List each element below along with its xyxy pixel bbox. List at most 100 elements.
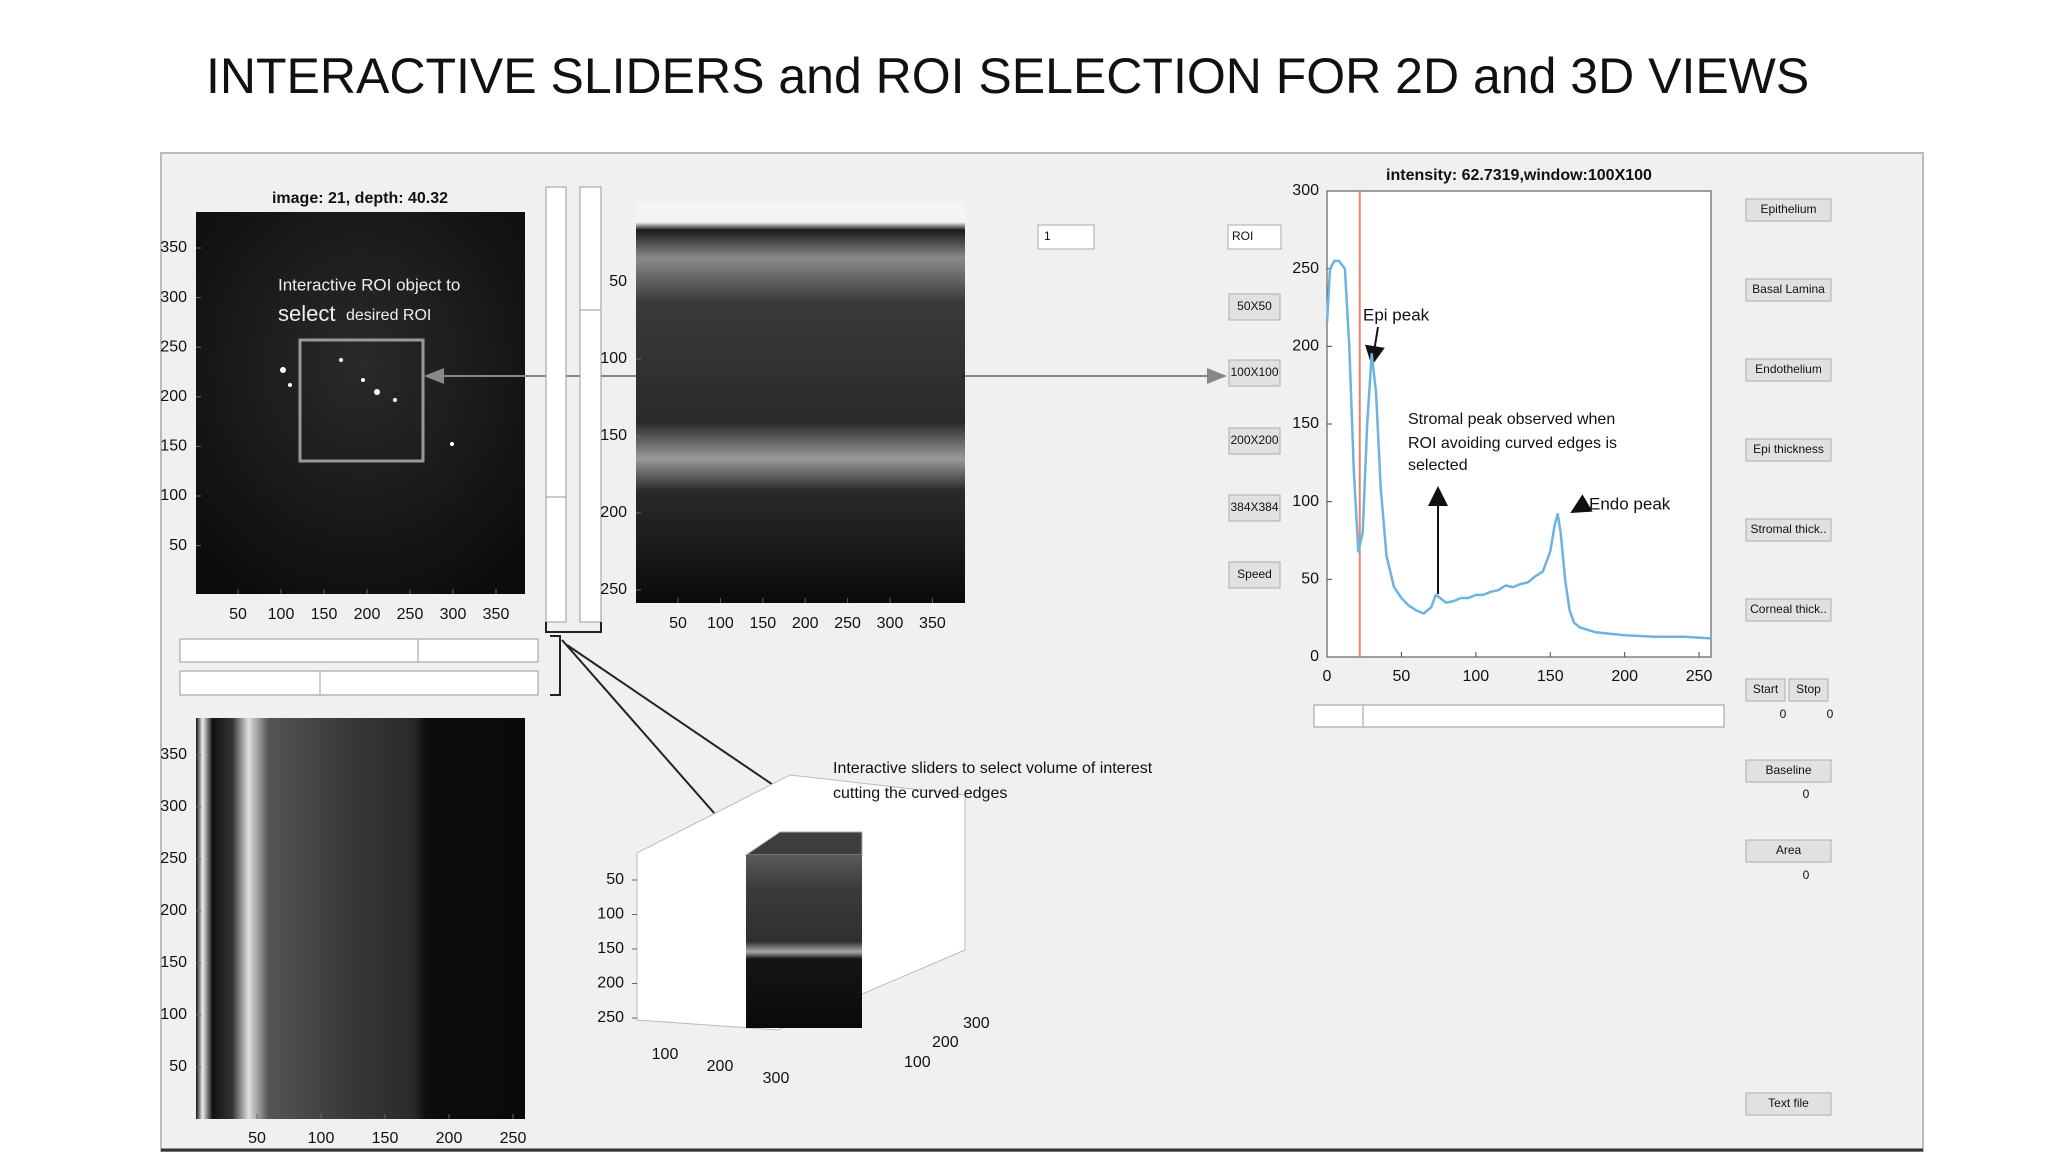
button[interactable] bbox=[1745, 358, 1832, 382]
x-tick-label: 100 bbox=[652, 1046, 679, 1063]
button[interactable] bbox=[1228, 293, 1281, 321]
y-tick-label: 50 bbox=[609, 273, 627, 290]
x-tick-label: 300 bbox=[877, 615, 904, 632]
button[interactable] bbox=[1745, 198, 1832, 222]
annotation: Epi peak bbox=[1363, 305, 1430, 324]
vertical-slider[interactable] bbox=[545, 186, 567, 623]
y-tick-label: 250 bbox=[1292, 260, 1319, 277]
x-tick-label: 50 bbox=[248, 1130, 266, 1147]
annotation: selected bbox=[1408, 457, 1468, 474]
button[interactable] bbox=[1228, 427, 1281, 455]
roi-label: Interactive ROI object to bbox=[278, 275, 460, 294]
button[interactable] bbox=[1228, 359, 1281, 387]
plot-title: intensity: 62.7319,window:100X100 bbox=[1386, 167, 1652, 184]
button-label: Endothelium bbox=[1755, 362, 1822, 376]
y-tick-label: 50 bbox=[169, 537, 187, 554]
button[interactable] bbox=[1745, 278, 1832, 302]
button-label: Baseline bbox=[1765, 763, 1811, 777]
annotation: Endo peak bbox=[1589, 494, 1671, 513]
button[interactable] bbox=[1745, 518, 1832, 542]
y-tick-label: 250 bbox=[600, 581, 627, 598]
button[interactable] bbox=[1745, 678, 1786, 702]
x-tick-label: 200 bbox=[707, 1058, 734, 1075]
y-tick-label: 100 bbox=[904, 1054, 931, 1071]
y-tick-label: 200 bbox=[597, 975, 624, 992]
y-tick-label: 300 bbox=[963, 1015, 990, 1032]
button[interactable] bbox=[1228, 494, 1281, 522]
bracket bbox=[550, 635, 561, 696]
annotation: Stromal peak observed when bbox=[1408, 411, 1615, 428]
slice-view[interactable] bbox=[636, 202, 965, 603]
y-tick-label: 150 bbox=[600, 427, 627, 444]
button-label: 384X384 bbox=[1230, 500, 1278, 514]
x-tick-label: 350 bbox=[919, 615, 946, 632]
output-value: 0 bbox=[1803, 868, 1810, 882]
dropdown[interactable] bbox=[1227, 224, 1282, 250]
button[interactable] bbox=[1745, 598, 1832, 622]
image-view[interactable] bbox=[196, 212, 525, 594]
y-tick-label: 300 bbox=[1292, 182, 1319, 199]
x-tick-label: 150 bbox=[372, 1130, 399, 1147]
x-tick-label: 250 bbox=[834, 615, 861, 632]
cube-front bbox=[746, 855, 862, 1028]
button[interactable] bbox=[1745, 438, 1832, 462]
x-tick-label: 250 bbox=[397, 606, 424, 623]
button[interactable] bbox=[1745, 839, 1832, 863]
button-label: Basal Lamina bbox=[1752, 282, 1825, 296]
button-label: Text file bbox=[1768, 1096, 1809, 1110]
x-tick-label: 300 bbox=[763, 1070, 790, 1087]
button-label: Speed bbox=[1237, 567, 1272, 581]
vertical-slider[interactable] bbox=[579, 186, 602, 623]
button[interactable] bbox=[1228, 561, 1281, 589]
button-label: Area bbox=[1776, 843, 1802, 857]
x-tick-label: 200 bbox=[354, 606, 381, 623]
y-tick-label: 200 bbox=[600, 504, 627, 521]
x-tick-label: 0 bbox=[1323, 668, 1332, 685]
intensity-line bbox=[1325, 259, 1712, 640]
roi-box[interactable] bbox=[298, 338, 425, 463]
dropdown[interactable] bbox=[1037, 224, 1095, 250]
annotation: cutting the curved edges bbox=[833, 785, 1007, 802]
speckles bbox=[280, 358, 454, 446]
x-tick-label: 250 bbox=[500, 1130, 527, 1147]
dropdown-value: ROI bbox=[1232, 229, 1253, 243]
slide-title: INTERACTIVE SLIDERS and ROI SELECTION FO… bbox=[206, 48, 1809, 104]
button[interactable] bbox=[1745, 759, 1832, 783]
y-tick-label: 100 bbox=[600, 350, 627, 367]
x-tick-label: 350 bbox=[483, 606, 510, 623]
x-tick-label: 200 bbox=[792, 615, 819, 632]
button-label: Epithelium bbox=[1760, 202, 1816, 216]
y-tick-label: 100 bbox=[160, 487, 187, 504]
horizontal-slider[interactable] bbox=[179, 670, 539, 696]
y-tick-label: 300 bbox=[160, 289, 187, 306]
button[interactable] bbox=[1745, 1092, 1832, 1116]
x-tick-label: 100 bbox=[268, 606, 295, 623]
x-tick-label: 150 bbox=[311, 606, 338, 623]
y-tick-label: 100 bbox=[160, 1006, 187, 1023]
horizontal-slider[interactable] bbox=[179, 638, 539, 663]
roi-label-big: select bbox=[278, 301, 335, 326]
output-value: 0 bbox=[1780, 707, 1787, 721]
annotation: Interactive sliders to select volume of … bbox=[833, 760, 1153, 777]
y-tick-label: 150 bbox=[597, 940, 624, 957]
button-label: Start bbox=[1753, 682, 1779, 696]
button[interactable] bbox=[1788, 678, 1829, 702]
x-tick-label: 200 bbox=[436, 1130, 463, 1147]
x-tick-label: 100 bbox=[1462, 668, 1489, 685]
y-tick-label: 200 bbox=[160, 388, 187, 405]
y-tick-label: 350 bbox=[160, 239, 187, 256]
y-tick-label: 350 bbox=[160, 746, 187, 763]
annotation-arrow bbox=[1570, 494, 1593, 514]
button-label: 100X100 bbox=[1230, 365, 1278, 379]
button-label: Epi thickness bbox=[1753, 442, 1824, 456]
side-view[interactable] bbox=[196, 718, 525, 1119]
profile-slider[interactable] bbox=[1313, 704, 1725, 728]
x-tick-label: 150 bbox=[749, 615, 776, 632]
x-tick-label: 50 bbox=[229, 606, 247, 623]
y-tick-label: 0 bbox=[1310, 648, 1319, 665]
x-tick-label: 250 bbox=[1686, 668, 1713, 685]
x-tick-label: 100 bbox=[308, 1130, 335, 1147]
bracket bbox=[545, 622, 602, 633]
